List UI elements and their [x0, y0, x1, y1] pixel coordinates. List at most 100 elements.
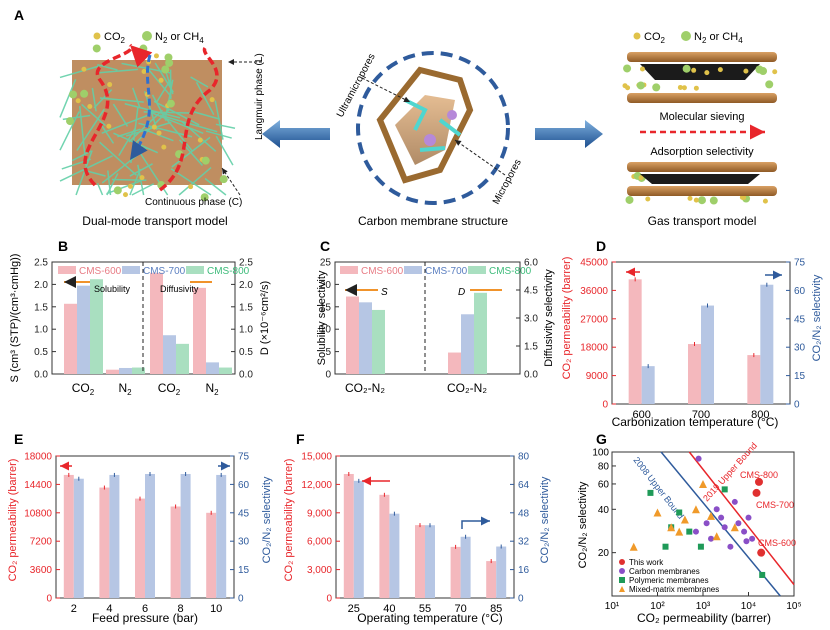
molecule [677, 84, 683, 90]
y2-tick-label: 0.5 [239, 347, 253, 358]
diffusivity-label: Diffusivity [160, 284, 199, 294]
dashed-circle [356, 51, 510, 205]
fiber [107, 170, 112, 196]
point-3-2 [675, 527, 684, 536]
bar-cms-700-0 [359, 302, 372, 374]
bar-selectivity-2 [73, 478, 84, 598]
molecule [636, 81, 645, 90]
y-tick-label: 0 [602, 400, 608, 411]
co2-molecule [87, 104, 93, 110]
svg-text:N2 or CH4: N2 or CH4 [155, 31, 204, 45]
bar-selectivity-85 [496, 546, 507, 598]
point-2-4 [676, 509, 683, 516]
fiber [215, 135, 234, 166]
point-2-0 [647, 489, 654, 496]
fiber [205, 130, 232, 139]
x-tick-label: 10 [210, 603, 222, 615]
molecule [623, 64, 632, 73]
bar-selectivity-6 [145, 473, 155, 598]
y-tick-label: 1.0 [34, 325, 48, 336]
molecule [765, 80, 774, 89]
point-0-2 [757, 548, 766, 557]
n2-molecule [201, 156, 210, 165]
transport-path-red [83, 43, 153, 187]
y-tick-label: 27000 [580, 314, 608, 325]
x-tick-label: 10⁴ [741, 601, 756, 612]
y-tick-label: 12,000 [301, 480, 332, 491]
svg-text:D (×10⁻⁶cm²/s): D (×10⁻⁶cm²/s) [259, 281, 271, 355]
point-0-1 [752, 488, 761, 497]
x-tick-label: 600 [632, 409, 650, 421]
y2-tick-label: 45 [794, 314, 806, 325]
point-2-3 [721, 486, 728, 493]
y-tick-label: 1.5 [34, 302, 48, 313]
bar-cms-800-0 [90, 279, 103, 374]
legend-label: CMS-700 [425, 266, 468, 277]
fiber [131, 183, 155, 196]
point-3-8 [707, 511, 716, 520]
legend-swatch [404, 266, 422, 274]
chart-e: 0 3600 7200 10800 14400 18000 0 15 30 45 60 75 2 4 6 8 1… [24, 452, 249, 616]
bar-cms-800-3 [219, 367, 232, 374]
n2-molecule [164, 53, 173, 62]
cms-600-label: CMS-600 [758, 538, 796, 548]
bar-cms-600-1 [448, 352, 461, 374]
bar-selectivity-700 [701, 305, 714, 404]
y-tick-label: 15,000 [301, 452, 332, 463]
point-2-6 [662, 543, 669, 550]
point-3-7 [730, 523, 739, 532]
svg-text:Dual-mode transport model: Dual-mode transport model [82, 214, 227, 228]
right-arrow-icon [535, 120, 603, 148]
co2-molecule [197, 137, 203, 143]
molecule [772, 69, 778, 75]
svg-text:N2 or CH4: N2 or CH4 [694, 31, 743, 45]
legend-marker [619, 568, 625, 574]
bar-selectivity-70 [460, 536, 471, 598]
cms-800-label: CMS-800 [740, 470, 778, 480]
svg-text:CO₂ permeability (barrer): CO₂ permeability (barrer) [637, 611, 771, 625]
bar-cms-800-1 [132, 367, 145, 374]
point-3-4 [680, 515, 689, 524]
legend-swatch [58, 266, 76, 274]
n2-molecule [139, 44, 148, 53]
x-tick-label: N2 [118, 381, 132, 397]
y-tick-label: 7200 [30, 537, 53, 548]
bar-cms-800-1 [474, 292, 487, 374]
y-tick-label: 18000 [580, 343, 608, 354]
point-1-9 [743, 538, 750, 545]
y2-tick-label: 2.5 [239, 258, 253, 269]
fiber [76, 108, 105, 151]
x-tick-label: 70 [454, 603, 466, 615]
x-tick-label: 25 [348, 603, 360, 615]
point-1-5 [741, 528, 748, 535]
bar-cms-700-1 [119, 367, 132, 374]
panel-b: B 0.00.51.01.52.02.50.00.51.01.52.02.5CM… [9, 238, 271, 397]
molecule [652, 83, 661, 92]
fiber [156, 78, 172, 103]
point-1-11 [718, 514, 725, 521]
y-tick-label: 3,000 [307, 565, 332, 576]
svg-text:Molecular sieving: Molecular sieving [660, 111, 745, 123]
carbon-frame [376, 66, 474, 184]
co2-molecule [138, 58, 144, 64]
bar-permeability-8 [170, 506, 181, 598]
molecule [681, 85, 687, 91]
fiber [150, 111, 204, 135]
fiber [106, 173, 119, 196]
y-tick-label: 9,000 [307, 508, 332, 519]
fiber [171, 136, 211, 168]
legend-label: This work [629, 558, 664, 567]
svg-text:CO₂/N₂ selectivity: CO₂/N₂ selectivity [261, 476, 273, 563]
bar-cms-600-0 [64, 303, 77, 374]
fiber [59, 79, 77, 118]
molecule [717, 67, 723, 73]
molecule [638, 175, 644, 181]
x-tick-label: 800 [751, 409, 769, 421]
molecule [682, 64, 691, 73]
chart-f: 0 3,000 6,000 9,000 12,000 15,000 0 16 32 48 64 80 2… [301, 452, 529, 616]
y-tick-label: 9000 [586, 371, 609, 382]
x-tick-label: 40 [383, 603, 395, 615]
fiber [59, 111, 80, 151]
svg-text:Continuous phase (C): Continuous phase (C) [145, 197, 242, 208]
x-tick-label: 55 [419, 603, 431, 615]
